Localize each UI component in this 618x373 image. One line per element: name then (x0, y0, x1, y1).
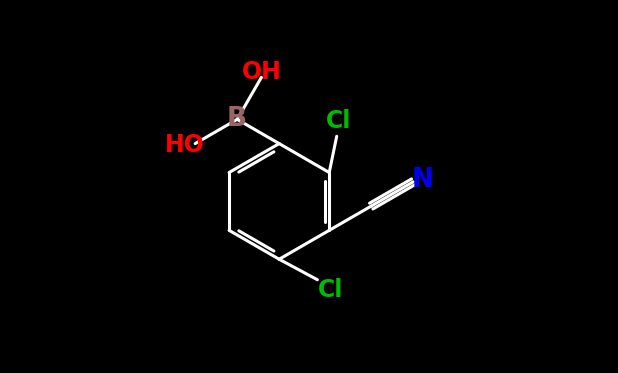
Text: Cl: Cl (318, 278, 343, 302)
Text: B: B (227, 106, 247, 132)
Text: HO: HO (165, 134, 205, 157)
Text: Cl: Cl (326, 109, 351, 134)
Text: N: N (412, 167, 434, 193)
Text: OH: OH (242, 60, 282, 84)
